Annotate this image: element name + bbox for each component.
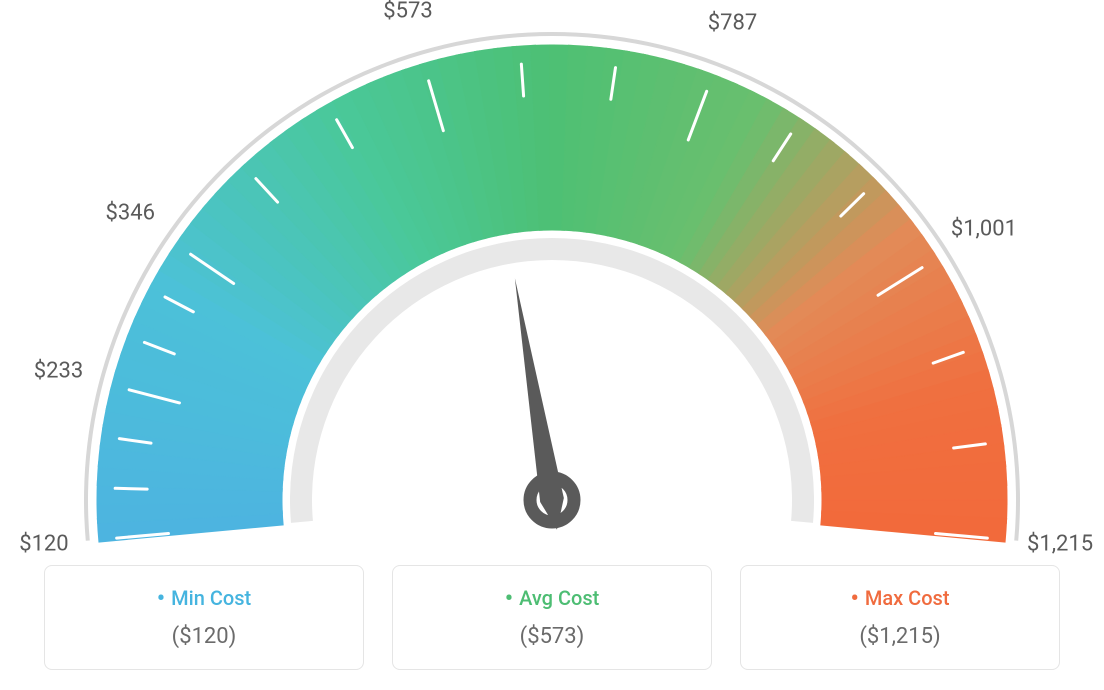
legend-row: Min Cost ($120) Avg Cost ($573) Max Cost ($1,… — [0, 565, 1104, 670]
gauge-tick-label: $346 — [106, 201, 155, 226]
gauge-tick-label: $233 — [34, 359, 83, 384]
gauge-needle — [515, 278, 564, 530]
gauge-tick-label: $787 — [708, 11, 757, 36]
gauge-tick-label: $1,215 — [1027, 532, 1093, 557]
gauge-area: $120 $233 $346 $573 $787 $1,001 $1,215 — [0, 0, 1104, 560]
legend-card-min: Min Cost ($120) — [44, 565, 364, 670]
legend-value: ($1,215) — [751, 624, 1049, 649]
gauge-tick-label: $1,001 — [951, 216, 1017, 241]
gauge-tick-label: $120 — [19, 532, 68, 557]
gauge-svg — [0, 0, 1104, 560]
legend-value: ($573) — [403, 624, 701, 649]
legend-card-avg: Avg Cost ($573) — [392, 565, 712, 670]
legend-title: Max Cost — [751, 584, 1049, 612]
legend-title: Min Cost — [55, 584, 353, 612]
legend-card-max: Max Cost ($1,215) — [740, 565, 1060, 670]
legend-title: Avg Cost — [403, 584, 701, 612]
chart-container: $120 $233 $346 $573 $787 $1,001 $1,215 Min Cos… — [0, 0, 1104, 690]
legend-value: ($120) — [55, 624, 353, 649]
gauge-tick-label: $573 — [383, 0, 432, 23]
